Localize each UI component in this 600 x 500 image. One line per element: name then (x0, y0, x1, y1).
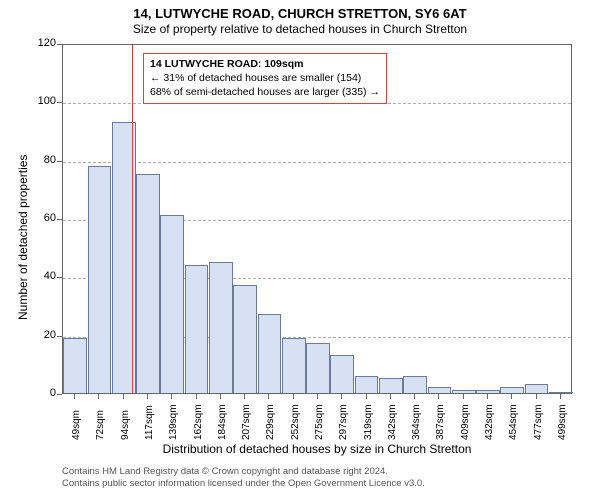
xtick-label: 139sqm (168, 404, 179, 440)
histogram-bar (355, 376, 379, 394)
xtick-label: 275sqm (314, 404, 325, 440)
histogram-bar (233, 285, 257, 393)
ytick-label: 100 (26, 95, 56, 107)
annotation-line: 68% of semi-detached houses are larger (… (150, 85, 380, 99)
xtick-label: 162sqm (193, 404, 204, 440)
ytick-label: 60 (26, 212, 56, 224)
xtick-mark (511, 394, 512, 399)
xtick-label: 252sqm (290, 404, 301, 440)
ytick-mark (57, 44, 62, 45)
plot-region: 14 LUTWYCHE ROAD: 109sqm← 31% of detache… (62, 44, 572, 394)
xtick-mark (220, 394, 221, 399)
histogram-bar (525, 384, 549, 393)
annotation-box: 14 LUTWYCHE ROAD: 109sqm← 31% of detache… (143, 53, 387, 104)
plot-area: 14 LUTWYCHE ROAD: 109sqm← 31% of detache… (62, 44, 572, 394)
histogram-bar (500, 387, 524, 393)
xtick-label: 387sqm (435, 404, 446, 440)
xtick-mark (366, 394, 367, 399)
xtick-label: 477sqm (533, 404, 544, 440)
xtick-label: 342sqm (387, 404, 398, 440)
ytick-label: 80 (26, 154, 56, 166)
xtick-label: 432sqm (484, 404, 495, 440)
xtick-label: 409sqm (460, 404, 471, 440)
histogram-bar (403, 376, 427, 394)
attribution-text: Contains HM Land Registry data © Crown c… (62, 466, 425, 491)
ytick-label: 20 (26, 329, 56, 341)
histogram-bar (258, 314, 282, 393)
xtick-mark (147, 394, 148, 399)
xtick-mark (123, 394, 124, 399)
x-axis-label: Distribution of detached houses by size … (62, 442, 572, 456)
histogram-bar (428, 387, 452, 393)
ytick-mark (57, 277, 62, 278)
histogram-bar (549, 392, 573, 393)
property-marker-line (132, 45, 133, 393)
xtick-mark (98, 394, 99, 399)
xtick-mark (390, 394, 391, 399)
xtick-label: 229sqm (265, 404, 276, 440)
ytick-mark (57, 394, 62, 395)
xtick-label: 454sqm (508, 404, 519, 440)
ytick-mark (57, 219, 62, 220)
xtick-mark (414, 394, 415, 399)
ytick-mark (57, 336, 62, 337)
xtick-mark (536, 394, 537, 399)
xtick-mark (293, 394, 294, 399)
histogram-bar (88, 166, 112, 394)
ytick-mark (57, 161, 62, 162)
xtick-mark (560, 394, 561, 399)
histogram-bar (160, 215, 184, 393)
xtick-mark (244, 394, 245, 399)
histogram-bar (136, 174, 160, 393)
histogram-bar (63, 338, 87, 393)
xtick-mark (196, 394, 197, 399)
xtick-label: 184sqm (217, 404, 228, 440)
xtick-mark (317, 394, 318, 399)
histogram-bar (476, 390, 500, 393)
xtick-label: 94sqm (120, 410, 131, 440)
histogram-bar (282, 338, 306, 393)
xtick-mark (268, 394, 269, 399)
ytick-mark (57, 102, 62, 103)
xtick-mark (463, 394, 464, 399)
xtick-mark (74, 394, 75, 399)
xtick-mark (171, 394, 172, 399)
xtick-label: 72sqm (95, 410, 106, 440)
histogram-bar (306, 343, 330, 393)
xtick-mark (487, 394, 488, 399)
xtick-label: 117sqm (144, 405, 155, 440)
y-axis-label: Number of detached properties (16, 155, 30, 320)
annotation-line: ← 31% of detached houses are smaller (15… (150, 71, 380, 85)
gridline (63, 162, 571, 163)
histogram-bar (452, 390, 476, 393)
xtick-label: 499sqm (557, 404, 568, 440)
ytick-label: 0 (26, 387, 56, 399)
xtick-label: 297sqm (338, 404, 349, 440)
xtick-mark (341, 394, 342, 399)
histogram-bar (185, 265, 209, 393)
xtick-label: 319sqm (363, 404, 374, 440)
histogram-bar (209, 262, 233, 393)
chart-subtitle: Size of property relative to detached ho… (0, 21, 600, 36)
xtick-label: 207sqm (241, 404, 252, 440)
xtick-mark (438, 394, 439, 399)
xtick-label: 364sqm (411, 404, 422, 440)
ytick-label: 40 (26, 270, 56, 282)
attribution-line2: Contains public sector information licen… (62, 478, 425, 490)
xtick-label: 49sqm (71, 410, 82, 440)
annotation-line: 14 LUTWYCHE ROAD: 109sqm (150, 57, 380, 71)
ytick-label: 120 (26, 37, 56, 49)
attribution-line1: Contains HM Land Registry data © Crown c… (62, 466, 425, 478)
histogram-bar (379, 378, 403, 393)
histogram-bar (330, 355, 354, 393)
chart-title: 14, LUTWYCHE ROAD, CHURCH STRETTON, SY6 … (0, 0, 600, 21)
